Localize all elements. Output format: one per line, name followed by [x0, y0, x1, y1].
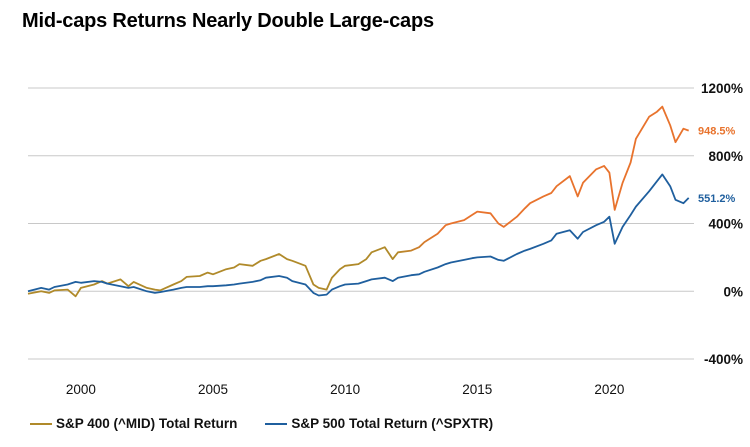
series-lines: [27, 105, 690, 298]
y-tick-labels: 1200% 800% 400% 0% -400%: [701, 81, 743, 367]
x-tick-labels: 2000 2005 2010 2015 2020: [66, 382, 625, 397]
series-line-mid: [27, 105, 690, 298]
legend-swatch-spx: [265, 422, 288, 425]
series-end-labels: 948.5% 551.2%: [698, 126, 736, 205]
x-tick-label: 2000: [66, 382, 96, 397]
legend: S&P 400 (^MID) Total Return S&P 500 Tota…: [30, 416, 493, 431]
y-tick-label: -400%: [704, 352, 743, 367]
legend-label-mid: S&P 400 (^MID) Total Return: [56, 416, 238, 431]
y-tick-label: 400%: [708, 217, 743, 232]
legend-swatch-mid: [30, 422, 52, 425]
gridlines: [28, 87, 694, 360]
x-tick-label: 2020: [594, 382, 624, 397]
legend-item-spx: S&P 500 Total Return (^SPXTR): [265, 416, 493, 431]
end-label-spx: 551.2%: [698, 193, 736, 205]
x-tick-label: 2005: [198, 382, 228, 397]
y-tick-label: 1200%: [701, 81, 743, 96]
x-tick-label: 2010: [330, 382, 360, 397]
series-line-spx: [27, 173, 690, 297]
x-tick-label: 2015: [462, 382, 492, 397]
legend-item-mid: S&P 400 (^MID) Total Return: [30, 416, 237, 431]
chart-title: Mid-caps Returns Nearly Double Large-cap…: [22, 10, 434, 32]
end-label-mid: 948.5%: [698, 126, 736, 138]
legend-label-spx: S&P 500 Total Return (^SPXTR): [291, 416, 494, 431]
y-tick-label: 0%: [723, 284, 743, 299]
y-tick-label: 800%: [708, 149, 743, 164]
